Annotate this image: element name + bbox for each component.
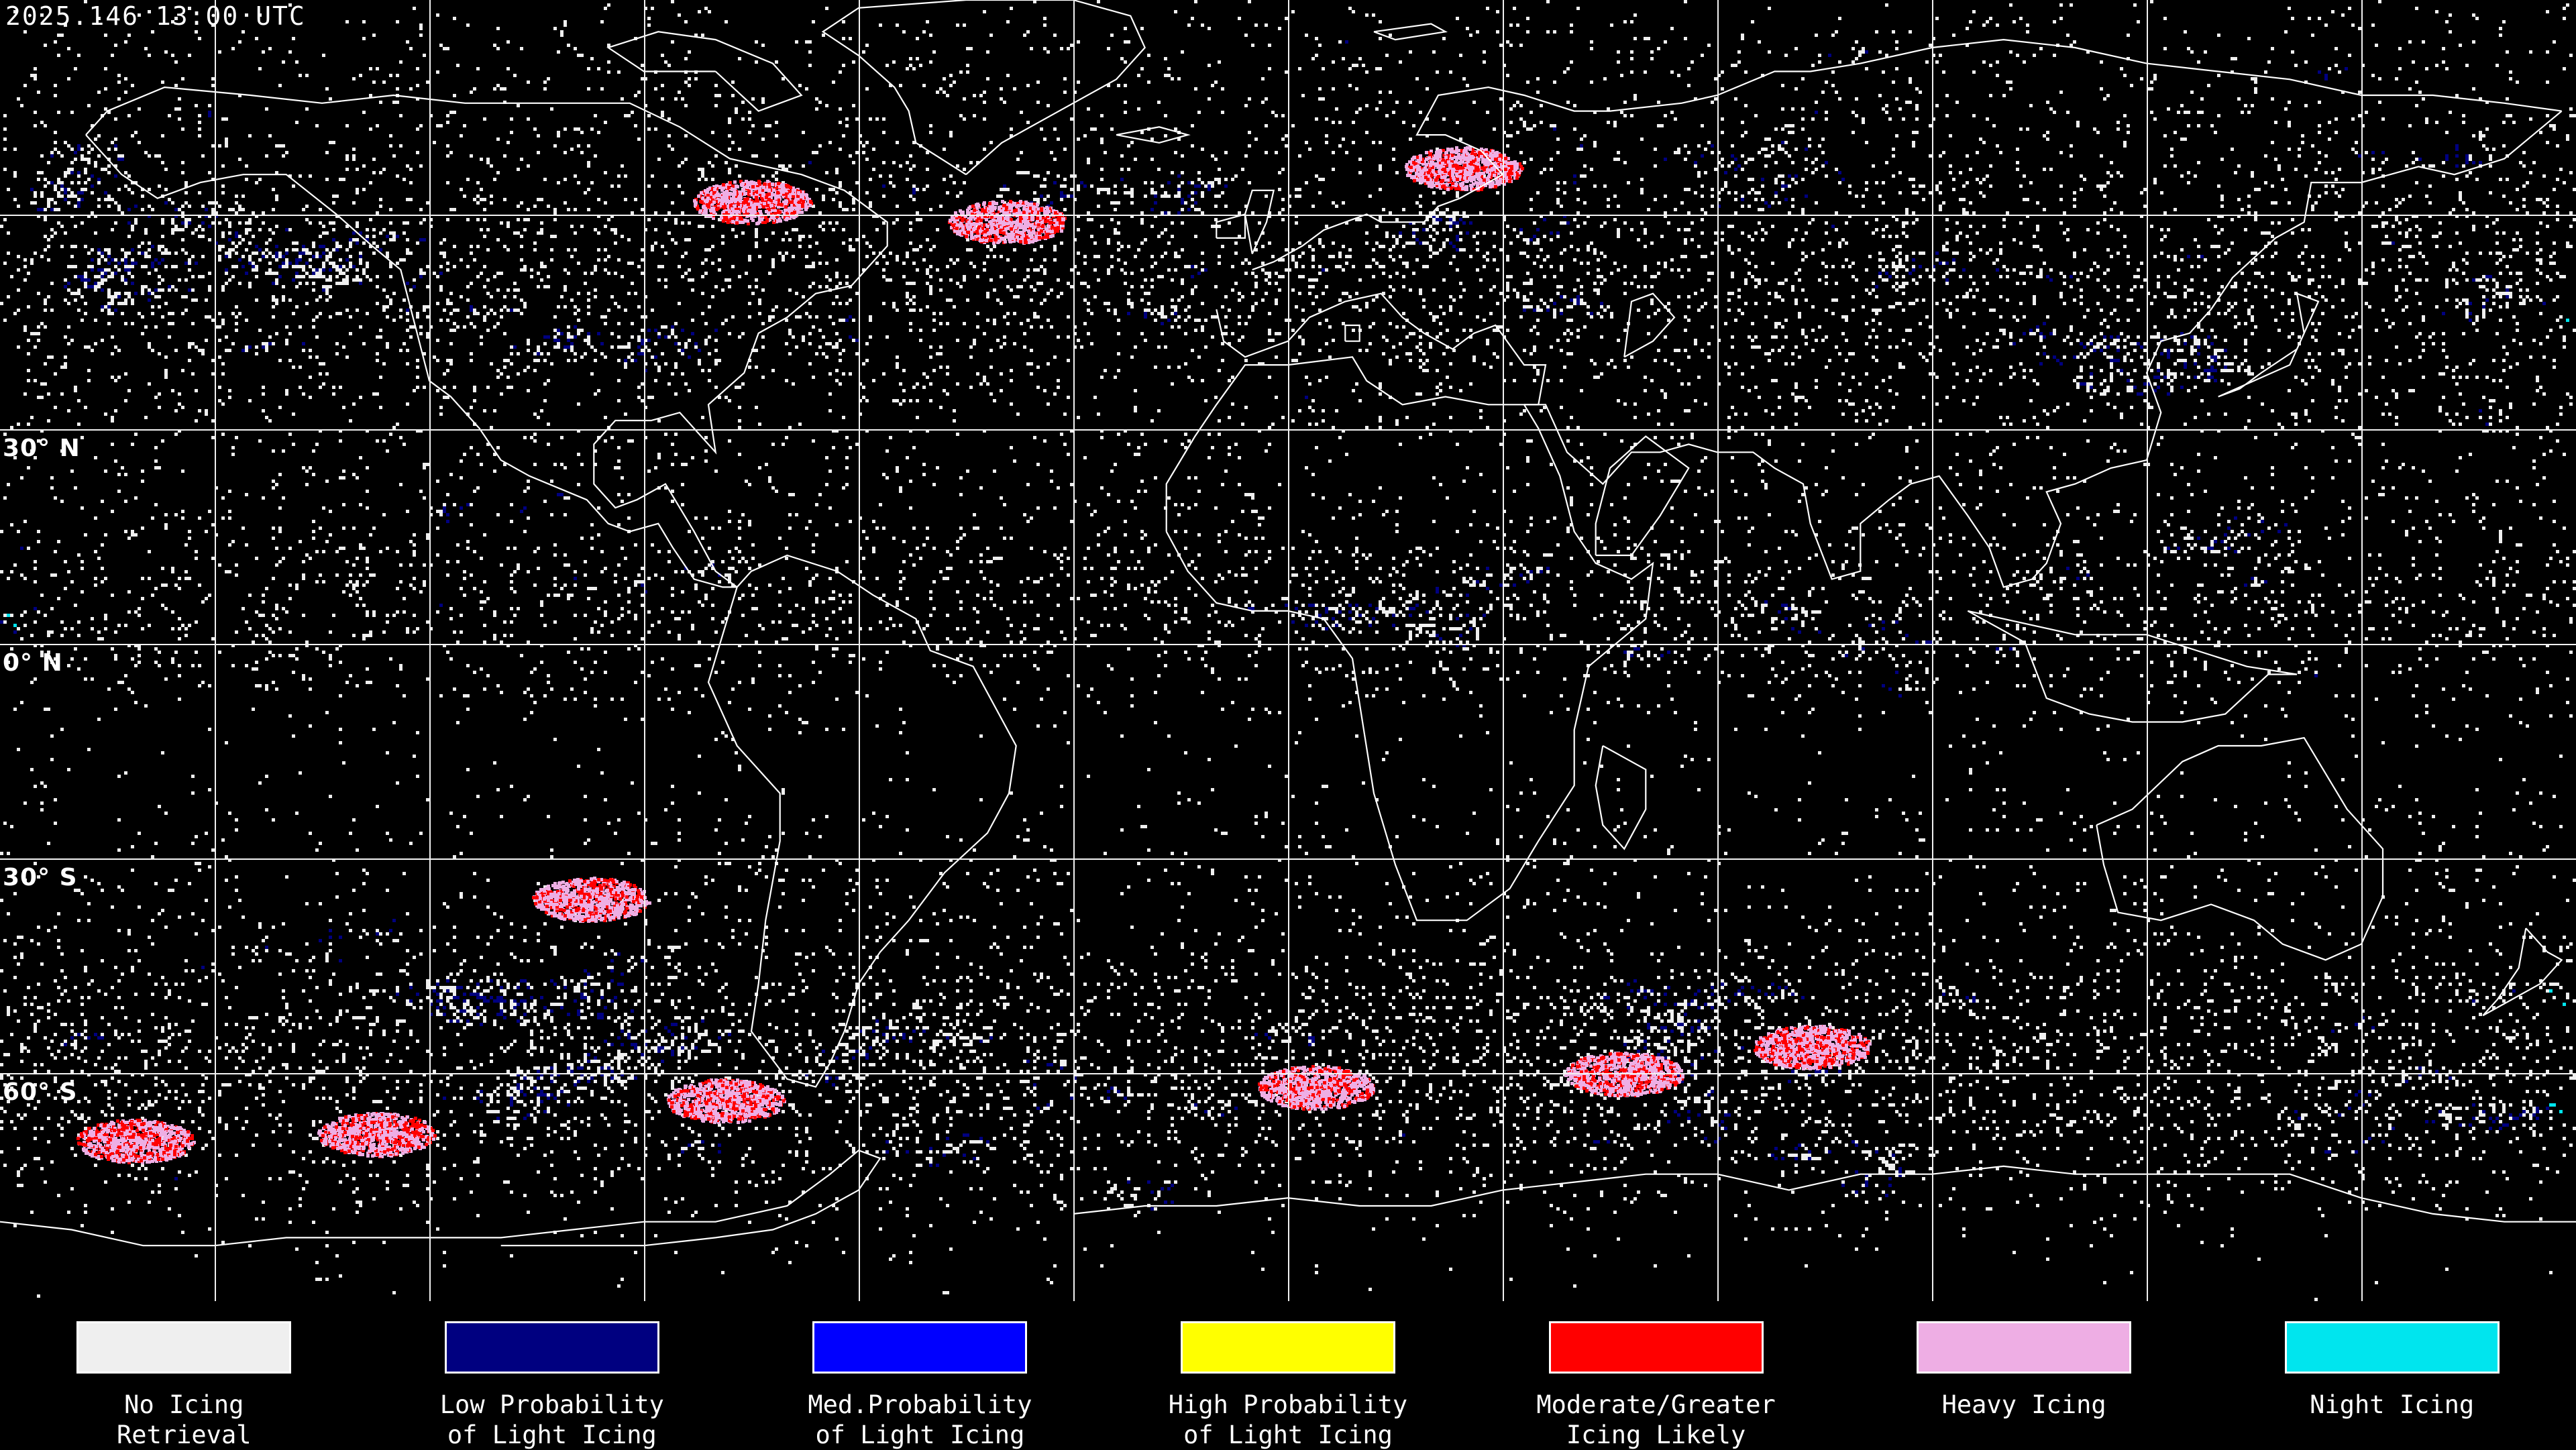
legend-swatch <box>1917 1321 2132 1374</box>
coastline <box>707 554 1017 1088</box>
grid-meridian <box>1717 0 1719 1301</box>
legend-swatch <box>812 1321 1028 1374</box>
grid-meridian <box>859 0 860 1301</box>
legend-label: No Icing Retrieval <box>117 1390 252 1449</box>
coastline <box>1967 610 2298 723</box>
lat-label-30s: 30° S <box>3 864 78 891</box>
coastline-layer <box>0 0 2576 1247</box>
coastline <box>1595 435 1690 557</box>
grid-parallel <box>0 644 2576 645</box>
coastline <box>1216 292 1547 406</box>
coastline <box>1344 324 1360 342</box>
legend-item-2[interactable]: Med.Probability of Light Icing <box>765 1301 1074 1450</box>
legend-swatch <box>76 1321 292 1374</box>
legend-swatch <box>1181 1321 1395 1374</box>
coastline <box>1216 213 1246 239</box>
coastline <box>606 31 803 112</box>
coastline <box>2218 292 2320 398</box>
coastline <box>1524 110 2563 588</box>
legend-item-3[interactable]: High Probability of Light Icing <box>1134 1301 1442 1450</box>
coastline <box>2096 736 2384 961</box>
lat-label-0n: 0° N <box>3 649 63 677</box>
grid-parallel <box>0 215 2576 216</box>
lat-label-60s: 60° S <box>3 1078 78 1106</box>
legend-swatch <box>1548 1321 1764 1374</box>
coastline <box>0 1149 881 1247</box>
coastline <box>85 134 737 588</box>
grid-parallel <box>0 858 2576 860</box>
grid-meridian <box>1503 0 1504 1301</box>
legend-item-1[interactable]: Low Probability of Light Icing <box>398 1301 706 1450</box>
legend-item-0[interactable]: No Icing Retrieval <box>30 1301 338 1450</box>
legend-swatch <box>444 1321 659 1374</box>
grid-meridian <box>2361 0 2363 1301</box>
coastline <box>1073 1165 2576 1223</box>
grid-meridian <box>2147 0 2148 1301</box>
coastline <box>1373 23 1448 41</box>
coastline <box>1252 38 2562 271</box>
legend-label: High Probability of Light Icing <box>1168 1390 1408 1449</box>
coastline <box>1623 292 1676 358</box>
grid-parallel <box>0 1073 2576 1074</box>
grid-meridian <box>1073 0 1075 1301</box>
grid-parallel <box>0 429 2576 431</box>
legend-swatch <box>2284 1321 2500 1374</box>
world-icing-map[interactable]: 2025.146 13:00 UTC 30° N 0° N 30° S 60° … <box>0 0 2576 1301</box>
legend-item-6[interactable]: Night Icing <box>2238 1301 2546 1420</box>
legend-label: Night Icing <box>2310 1390 2475 1419</box>
legend: No Icing Retrieval Low Probability of Lig… <box>0 1301 2576 1449</box>
grid-meridian <box>215 0 216 1301</box>
coastline <box>2482 928 2563 1017</box>
legend-label: Heavy Icing <box>1941 1390 2106 1419</box>
legend-label: Low Probability of Light Icing <box>439 1390 664 1449</box>
grid-meridian <box>429 0 431 1301</box>
grid-meridian <box>1932 0 1933 1301</box>
lat-lon-grid <box>0 0 2576 1301</box>
legend-item-5[interactable]: Heavy Icing <box>1870 1301 2178 1420</box>
legend-label: Med.Probability of Light Icing <box>808 1390 1032 1449</box>
grid-meridian <box>1288 0 1289 1301</box>
coastline <box>1595 745 1647 850</box>
coastline <box>1165 356 1654 922</box>
coastline <box>1244 189 1275 254</box>
legend-label: Moderate/Greater Icing Likely <box>1536 1390 1776 1449</box>
coastline <box>821 0 1146 176</box>
timestamp-label: 2025.146 13:00 UTC <box>5 1 306 31</box>
grid-meridian <box>644 0 645 1301</box>
legend-item-4[interactable]: Moderate/Greater Icing Likely <box>1502 1301 1811 1450</box>
coastline <box>1116 126 1191 144</box>
lat-label-30n: 30° N <box>3 435 80 462</box>
